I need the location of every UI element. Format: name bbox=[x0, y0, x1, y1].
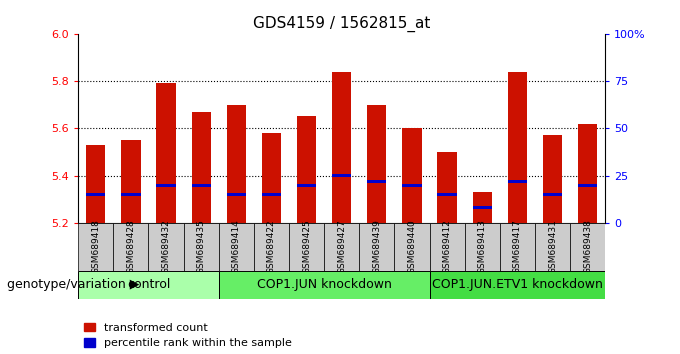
Bar bbox=[156, 184, 175, 187]
Bar bbox=[500, 223, 535, 271]
Bar bbox=[332, 174, 352, 177]
Title: GDS4159 / 1562815_at: GDS4159 / 1562815_at bbox=[253, 16, 430, 32]
Bar bbox=[430, 271, 605, 299]
Text: GSM689413: GSM689413 bbox=[478, 219, 487, 274]
Text: GSM689428: GSM689428 bbox=[126, 219, 135, 274]
Bar bbox=[289, 223, 324, 271]
Bar bbox=[367, 105, 386, 223]
Text: GSM689412: GSM689412 bbox=[443, 219, 452, 274]
Text: GSM689414: GSM689414 bbox=[232, 219, 241, 274]
Bar bbox=[578, 184, 597, 187]
Text: GSM689438: GSM689438 bbox=[583, 219, 592, 274]
Bar bbox=[543, 136, 562, 223]
Text: GSM689425: GSM689425 bbox=[302, 219, 311, 274]
Bar bbox=[473, 192, 492, 223]
Bar bbox=[148, 223, 184, 271]
Bar bbox=[226, 193, 246, 196]
Bar bbox=[78, 223, 114, 271]
Bar bbox=[437, 152, 457, 223]
Bar bbox=[403, 184, 422, 187]
Bar bbox=[367, 180, 386, 183]
Text: COP1.JUN knockdown: COP1.JUN knockdown bbox=[256, 279, 392, 291]
Bar bbox=[543, 193, 562, 196]
Bar bbox=[430, 223, 464, 271]
Bar bbox=[192, 112, 211, 223]
Text: GSM689432: GSM689432 bbox=[162, 219, 171, 274]
Bar bbox=[508, 180, 527, 183]
Text: GSM689427: GSM689427 bbox=[337, 219, 346, 274]
Bar bbox=[254, 223, 289, 271]
Bar bbox=[114, 223, 148, 271]
Bar bbox=[156, 83, 175, 223]
Bar bbox=[121, 193, 141, 196]
Bar bbox=[394, 223, 430, 271]
Bar bbox=[192, 184, 211, 187]
Bar bbox=[297, 184, 316, 187]
Bar bbox=[262, 193, 281, 196]
Bar bbox=[332, 72, 352, 223]
Bar bbox=[262, 133, 281, 223]
Text: GSM689417: GSM689417 bbox=[513, 219, 522, 274]
Bar bbox=[578, 124, 597, 223]
Bar bbox=[508, 72, 527, 223]
Bar bbox=[403, 129, 422, 223]
Bar bbox=[570, 223, 605, 271]
Bar bbox=[184, 223, 219, 271]
Bar bbox=[121, 140, 141, 223]
Bar bbox=[226, 105, 246, 223]
Bar bbox=[297, 116, 316, 223]
Text: control: control bbox=[126, 279, 170, 291]
Text: GSM689440: GSM689440 bbox=[407, 219, 416, 274]
Text: GSM689435: GSM689435 bbox=[197, 219, 205, 274]
Bar bbox=[464, 223, 500, 271]
Bar bbox=[473, 206, 492, 209]
Bar bbox=[535, 223, 570, 271]
Bar bbox=[324, 223, 359, 271]
Bar bbox=[78, 271, 219, 299]
Bar bbox=[437, 193, 457, 196]
Text: GSM689431: GSM689431 bbox=[548, 219, 557, 274]
Text: genotype/variation ▶: genotype/variation ▶ bbox=[7, 279, 139, 291]
Bar bbox=[86, 193, 105, 196]
Bar bbox=[86, 145, 105, 223]
Text: COP1.JUN.ETV1 knockdown: COP1.JUN.ETV1 knockdown bbox=[432, 279, 602, 291]
Text: GSM689422: GSM689422 bbox=[267, 219, 276, 274]
Text: GSM689439: GSM689439 bbox=[373, 219, 381, 274]
Text: GSM689418: GSM689418 bbox=[91, 219, 100, 274]
Bar bbox=[219, 223, 254, 271]
Legend: transformed count, percentile rank within the sample: transformed count, percentile rank withi… bbox=[84, 322, 292, 348]
Bar bbox=[219, 271, 430, 299]
Bar bbox=[359, 223, 394, 271]
